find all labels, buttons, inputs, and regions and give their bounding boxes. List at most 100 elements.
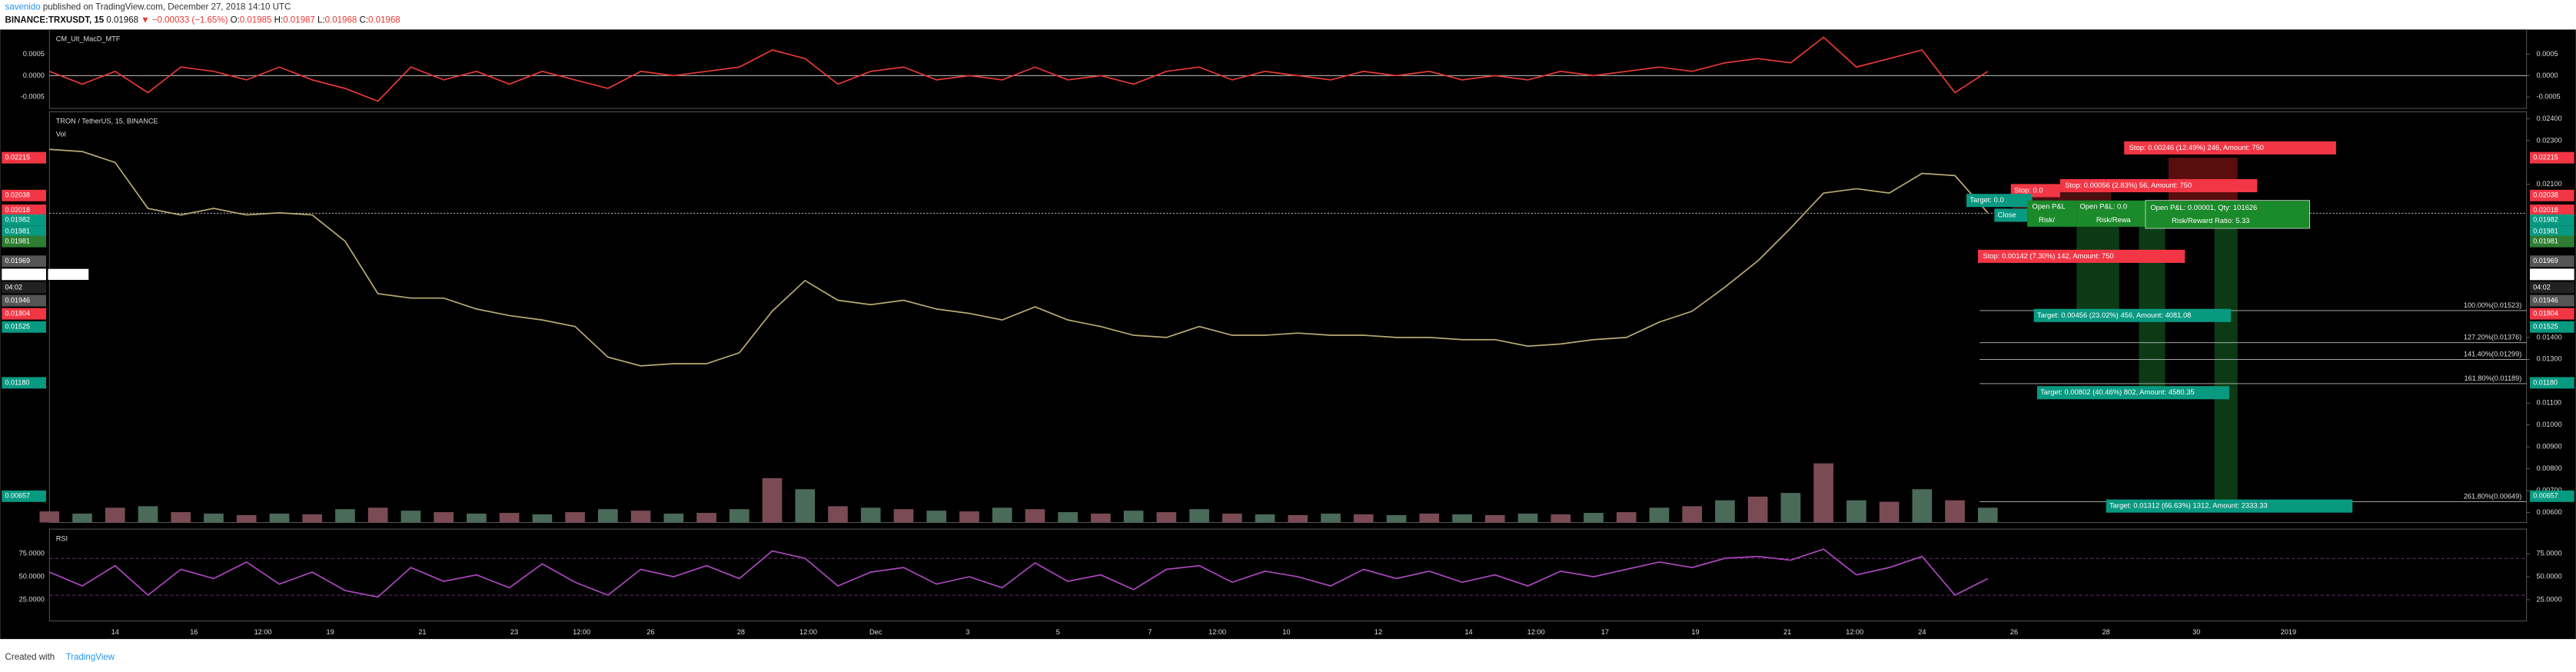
target-box [1966,194,2033,208]
published: published on TradingView.com, December 2… [41,3,291,12]
target-text: Target: 0.00802 (40.46%) 802, Amount: 45… [2040,388,2194,396]
volume-bar [72,514,92,523]
y-tick-label: 0.00700 [2537,486,2562,494]
fib-label: 141.40%(0.01299) [2464,351,2521,358]
change-label: -13.76% [51,270,76,278]
price-label: 0.01982 [5,216,30,224]
x-tick-label: 3 [966,628,969,636]
open: 0.01985 [240,16,272,25]
volume-bar [367,507,388,523]
y-tick-label: 0.00600 [2537,508,2562,516]
x-tick-label: 12:00 [254,628,272,636]
x-tick-label: 5 [1056,628,1060,636]
price-label: 0.01804 [2533,310,2558,318]
price-label: 0.01946 [2533,296,2558,304]
volume-bar [893,509,914,523]
volume-bar [762,477,783,523]
price-label-box [2530,268,2574,281]
volume-bar [992,507,1012,523]
high: 0.01987 [283,16,315,25]
fib-label: 261.80%(0.00649) [2464,493,2521,501]
price-label: 0.01968 [2533,270,2558,278]
author[interactable]: savenido [5,3,41,12]
price-label: 0.00657 [2533,492,2558,500]
x-tick-label: 14 [111,628,119,636]
volume-bar [1091,514,1111,523]
stop-text: Stop: 0.00056 (2.83%) 56, Amount: 750 [2065,181,2192,189]
x-tick-label: 10 [1282,628,1290,636]
stop-text: Stop: 0.00246 (12.49%) 246, Amount: 750 [2129,143,2264,151]
volume-bar [1747,496,1768,523]
volume-bar [1584,513,1604,523]
pnl-text: Open P&L: 0.00001, Qty: 101626 [2150,203,2257,211]
x-tick-label: 12:00 [1208,628,1226,636]
y-tick-label: -0.0005 [21,92,45,100]
volume-bar [467,514,487,523]
volume-bar [795,489,816,523]
volume-bar [696,513,716,523]
rr-text: Risk/ [2039,215,2055,224]
price-label: 0.02018 [5,206,30,214]
y-tick-label: 0.0005 [23,50,45,58]
volume-bar [302,514,322,523]
price-label-box [2,214,46,226]
close: 0.01968 [368,16,401,25]
y-tick-label: 0.02300 [2537,136,2562,144]
price-label-box [2530,321,2574,333]
volume-bar [1780,493,1801,523]
price-label-box [2530,377,2574,389]
y-tick-label: 0.02400 [2537,115,2562,122]
x-tick-label: 28 [737,628,745,636]
volume-bar [204,514,224,523]
stop-text: Stop: 0.0 [2014,185,2043,194]
volume-bar [1978,507,1998,523]
close-key: C: [359,16,368,25]
price-label: 0.01981 [2533,238,2558,245]
volume-bar [1846,500,1866,523]
price-label-box [2,308,46,320]
stop-box [2059,178,2258,193]
y-tick-label: 50.0000 [19,572,45,580]
y-tick-label: -0.0005 [2537,92,2561,100]
price-label: 0.01180 [2533,378,2558,386]
volume-title: Vol [56,131,66,138]
volume-bar [959,511,979,523]
price-label-box [2530,205,2574,217]
price-label-box [2,255,46,268]
footer-brand[interactable]: TradingView [66,653,115,662]
y-tick-label: 0.00900 [2537,443,2562,451]
price-label: 0.01968 [5,270,30,278]
x-tick-label: 19 [327,628,334,636]
close-text: Close [1998,210,2016,218]
y-tick-label: 0.00800 [2537,464,2562,472]
price-label: 0.02215 [5,154,30,161]
change-box [47,268,89,281]
series-line [48,36,1989,102]
y-tick-label: 75.0000 [2537,550,2562,557]
price-label-box [2,235,46,248]
volume-bar [1321,514,1341,523]
volume-bar [1156,512,1177,523]
volume-bar [1025,509,1045,523]
x-tick-label: 24 [1918,628,1926,636]
volume-bar [1222,514,1242,523]
x-tick-label: 12 [1374,628,1382,636]
price-label-box [2530,235,2574,248]
price-label-box [2,321,46,333]
price-label: 0.01981 [5,238,30,245]
header-line-2: BINANCE:TRXUSDT, 15 0.01968 ▼ −0.00033 (… [5,16,401,25]
pnl-box [2027,200,2077,227]
volume-bar [1484,514,1505,523]
price-label-box [2,490,46,502]
low: 0.01968 [325,16,357,25]
price-label: 0.02215 [2533,154,2558,161]
x-tick-label: 7 [1148,628,1152,636]
annotations: Stop: 0.00246 (12.49%) 246, Amount: 750 … [1966,141,2353,513]
y-tick-label: 50.0000 [2537,572,2562,580]
price-label: 0.01180 [5,378,30,386]
volume-bar [1419,514,1440,523]
volume-bar [1912,489,1933,523]
y-tick-label: 0.01100 [2537,399,2561,407]
stop-box [2124,141,2336,155]
fib-label: 100.00%(0.01523) [2464,301,2521,309]
